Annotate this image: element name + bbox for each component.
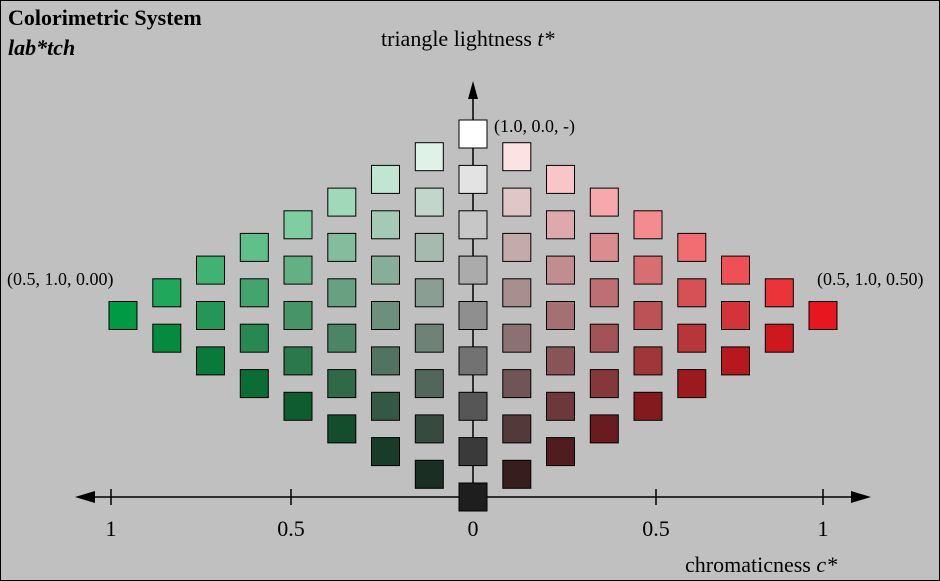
red-swatch	[546, 210, 575, 240]
red-swatch	[546, 255, 575, 285]
green-swatch	[152, 278, 182, 308]
green-swatch	[196, 255, 225, 285]
red-swatch	[633, 346, 663, 376]
green-swatch	[196, 301, 225, 330]
green-swatch	[283, 301, 313, 330]
green-swatch	[152, 323, 182, 353]
red-swatch	[502, 278, 532, 308]
red-swatch	[808, 301, 838, 330]
red-swatch	[502, 414, 532, 444]
red-swatch	[589, 232, 619, 262]
grey-swatch	[458, 482, 488, 512]
red-swatch	[502, 187, 532, 217]
annotation-green: (0.5, 1.0, 0.00)	[7, 269, 114, 289]
green-swatch	[414, 414, 444, 444]
annotation-white: (1.0, 0.0, -)	[494, 116, 575, 136]
red-swatch	[502, 232, 532, 262]
grey-swatch	[458, 210, 488, 240]
t-axis-label: triangle lightness t*	[381, 26, 555, 51]
red-swatch	[589, 323, 619, 353]
green-swatch	[283, 210, 313, 240]
red-swatch	[677, 232, 707, 262]
c-tick-label-right-05: 0.5	[642, 516, 670, 541]
red-swatch	[546, 301, 575, 330]
red-swatch	[502, 459, 532, 489]
grey-swatch	[458, 119, 488, 149]
red-swatch	[677, 278, 707, 308]
red-swatch	[502, 323, 532, 353]
green-swatch	[414, 369, 444, 399]
c-axis-arrow-right	[851, 491, 871, 503]
grey-swatch	[458, 437, 488, 467]
red-swatch	[633, 210, 663, 240]
green-swatch	[239, 278, 269, 308]
grey-swatch	[458, 255, 488, 285]
green-swatch	[371, 210, 400, 240]
green-swatch	[327, 323, 357, 353]
grey-swatch	[458, 301, 488, 330]
green-swatch	[239, 232, 269, 262]
grey-swatch	[458, 391, 488, 421]
red-swatch	[633, 391, 663, 421]
red-swatch	[589, 369, 619, 399]
green-swatch	[414, 187, 444, 217]
green-swatch	[414, 459, 444, 489]
red-swatch	[721, 301, 750, 330]
red-swatch	[589, 278, 619, 308]
c-tick-label-left-05: 0.5	[277, 516, 305, 541]
green-swatch	[327, 232, 357, 262]
red-swatch	[677, 369, 707, 399]
green-swatch	[327, 278, 357, 308]
grey-swatch	[458, 346, 488, 376]
figure-subtitle: lab*tch	[8, 35, 76, 60]
red-swatch	[546, 437, 575, 467]
green-swatch	[327, 414, 357, 444]
green-swatch	[239, 323, 269, 353]
red-swatch	[589, 414, 619, 444]
red-swatch	[502, 369, 532, 399]
c-tick-label-left-1: 1	[105, 516, 117, 541]
t-axis-arrow	[468, 81, 478, 99]
red-swatch	[764, 323, 794, 353]
green-swatch	[196, 346, 225, 376]
red-swatch	[677, 323, 707, 353]
red-swatch	[633, 255, 663, 285]
green-swatch	[414, 142, 444, 172]
green-swatch	[414, 232, 444, 262]
green-swatch	[371, 301, 400, 330]
green-swatch	[371, 255, 400, 285]
green-swatch	[283, 255, 313, 285]
red-swatch	[502, 142, 532, 172]
red-swatch	[721, 255, 750, 285]
green-swatch	[371, 346, 400, 376]
red-swatch	[546, 391, 575, 421]
figure-title: Colorimetric System	[8, 5, 202, 30]
red-swatch	[633, 301, 663, 330]
green-swatch	[414, 278, 444, 308]
green-swatch	[414, 323, 444, 353]
red-swatch	[721, 346, 750, 376]
green-swatch	[239, 369, 269, 399]
green-swatch	[371, 437, 400, 467]
c-axis-arrow-left	[75, 491, 95, 503]
green-swatch	[108, 301, 138, 330]
green-swatch	[371, 164, 400, 194]
green-swatch	[283, 346, 313, 376]
red-swatch	[546, 164, 575, 194]
c-tick-label-right-1: 1	[817, 516, 829, 541]
c-tick-label-zero: 0	[467, 516, 479, 541]
green-swatch	[283, 391, 313, 421]
red-swatch	[764, 278, 794, 308]
annotation-red: (0.5, 1.0, 0.50)	[817, 269, 924, 289]
grey-swatch	[458, 164, 488, 194]
green-swatch	[371, 391, 400, 421]
green-swatch	[327, 187, 357, 217]
red-swatch	[589, 187, 619, 217]
red-swatch	[546, 346, 575, 376]
green-swatch	[327, 369, 357, 399]
c-axis-label: chromaticness c*	[685, 552, 838, 577]
